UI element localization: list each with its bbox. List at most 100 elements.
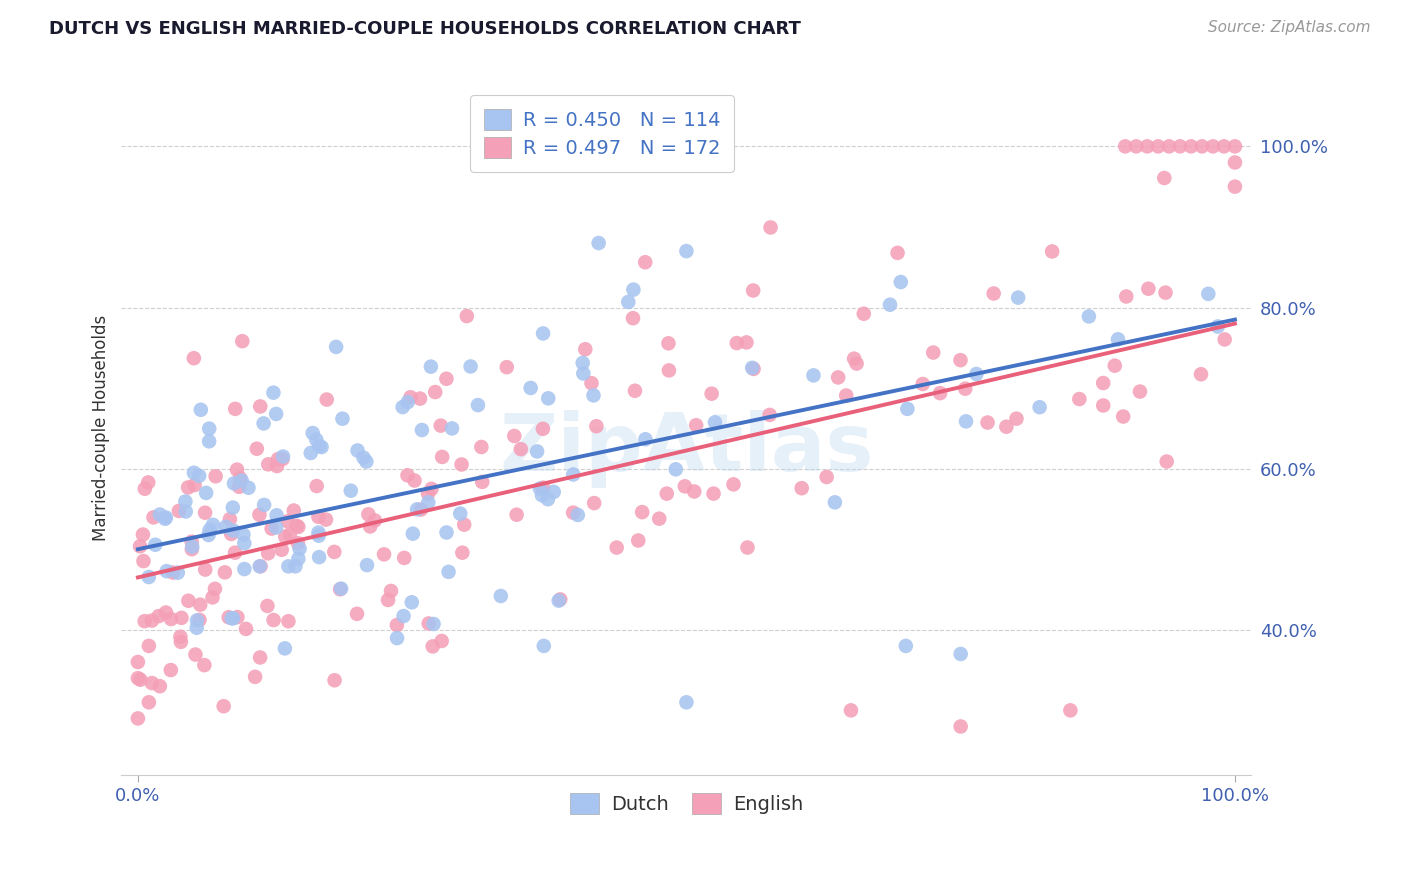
- Point: [274, 641, 297, 656]
- Point: [219, 512, 242, 526]
- Point: [215, 520, 238, 534]
- Point: [995, 419, 1018, 434]
- Point: [285, 518, 308, 533]
- Point: [183, 478, 205, 492]
- Point: [170, 611, 193, 625]
- Point: [1059, 703, 1081, 717]
- Point: [567, 508, 589, 522]
- Point: [655, 486, 678, 500]
- Point: [231, 474, 253, 488]
- Point: [624, 384, 647, 398]
- Point: [949, 353, 972, 368]
- Point: [149, 508, 172, 522]
- Point: [416, 486, 439, 500]
- Point: [385, 631, 408, 645]
- Point: [308, 439, 330, 453]
- Point: [129, 673, 152, 687]
- Point: [418, 495, 440, 509]
- Point: [815, 470, 838, 484]
- Point: [222, 524, 245, 538]
- Point: [231, 334, 253, 348]
- Point: [166, 566, 188, 580]
- Point: [420, 482, 443, 496]
- Point: [201, 517, 224, 532]
- Point: [315, 512, 337, 526]
- Point: [631, 505, 654, 519]
- Point: [1213, 139, 1236, 153]
- Point: [134, 614, 156, 628]
- Point: [138, 695, 160, 709]
- Point: [562, 506, 585, 520]
- Point: [159, 663, 181, 677]
- Point: [160, 612, 183, 626]
- Point: [803, 368, 825, 383]
- Point: [266, 508, 288, 523]
- Point: [267, 452, 290, 467]
- Point: [391, 400, 413, 414]
- Point: [634, 432, 657, 446]
- Point: [170, 635, 193, 649]
- Text: Source: ZipAtlas.com: Source: ZipAtlas.com: [1208, 20, 1371, 35]
- Point: [572, 367, 595, 381]
- Point: [437, 565, 460, 579]
- Point: [204, 469, 226, 483]
- Point: [955, 382, 977, 396]
- Point: [1077, 310, 1099, 324]
- Point: [271, 452, 294, 467]
- Point: [409, 392, 432, 406]
- Point: [264, 407, 287, 421]
- Point: [214, 566, 236, 580]
- Point: [509, 442, 531, 457]
- Point: [271, 450, 294, 464]
- Point: [346, 607, 368, 621]
- Point: [449, 507, 471, 521]
- Point: [233, 536, 256, 550]
- Point: [277, 514, 299, 528]
- Point: [127, 711, 149, 725]
- Point: [188, 468, 211, 483]
- Point: [308, 550, 330, 565]
- Point: [138, 570, 160, 584]
- Point: [249, 650, 271, 665]
- Point: [1206, 319, 1229, 334]
- Point: [1223, 155, 1246, 169]
- Point: [229, 471, 252, 485]
- Point: [138, 639, 160, 653]
- Point: [704, 415, 727, 429]
- Point: [983, 286, 1005, 301]
- Point: [233, 562, 256, 576]
- Point: [526, 444, 548, 458]
- Point: [1125, 139, 1147, 153]
- Point: [142, 510, 165, 524]
- Point: [330, 582, 353, 596]
- Legend: Dutch, English: Dutch, English: [560, 783, 813, 824]
- Point: [373, 547, 395, 561]
- Point: [194, 563, 217, 577]
- Point: [675, 244, 697, 259]
- Point: [219, 527, 242, 541]
- Point: [1115, 289, 1137, 303]
- Point: [503, 429, 526, 443]
- Point: [404, 474, 426, 488]
- Point: [402, 526, 425, 541]
- Point: [323, 673, 346, 688]
- Point: [385, 618, 408, 632]
- Point: [505, 508, 527, 522]
- Point: [148, 609, 170, 624]
- Y-axis label: Married-couple Households: Married-couple Households: [93, 315, 110, 541]
- Point: [212, 699, 235, 714]
- Point: [299, 446, 322, 460]
- Point: [253, 498, 276, 512]
- Point: [340, 483, 363, 498]
- Point: [759, 220, 782, 235]
- Point: [574, 343, 596, 357]
- Point: [425, 385, 447, 400]
- Point: [329, 582, 352, 597]
- Point: [377, 593, 399, 607]
- Point: [332, 411, 354, 425]
- Point: [879, 298, 901, 312]
- Point: [235, 622, 257, 636]
- Point: [287, 520, 309, 534]
- Point: [965, 367, 987, 381]
- Point: [392, 609, 415, 624]
